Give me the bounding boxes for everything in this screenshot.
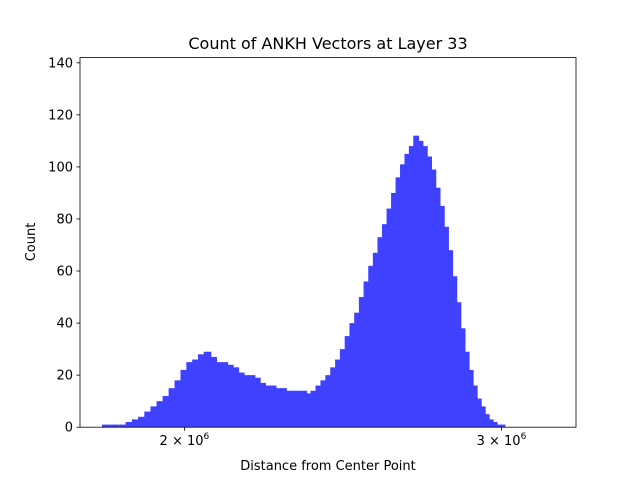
histogram-bar [447, 250, 454, 428]
histogram-bar [455, 302, 462, 428]
histogram-bar [468, 369, 474, 428]
histogram-bar [305, 393, 313, 428]
histogram-bar [400, 164, 406, 428]
histogram-bar [209, 356, 217, 428]
histogram-bar [325, 375, 332, 428]
histogram-bar [417, 140, 424, 428]
histogram-bar [315, 385, 323, 428]
histogram-bar [439, 205, 445, 428]
histogram-bar [162, 395, 171, 428]
histogram-bar [285, 390, 292, 428]
histogram-bar [220, 362, 229, 428]
y-tick-label: 0 [65, 421, 73, 436]
histogram-bar [215, 362, 223, 428]
histogram-bar [430, 169, 437, 428]
histogram-bar [119, 424, 128, 428]
y-tick-label: 120 [48, 108, 73, 123]
histogram-bar [310, 390, 318, 428]
histogram-bar [248, 375, 256, 428]
y-tick-label: 60 [56, 265, 73, 280]
x-axis-ticks: 2 × 106 3 × 106 [160, 427, 527, 449]
histogram-bar [349, 323, 356, 428]
y-axis-ticks: 0 20 40 60 80 100 120 140 [48, 56, 80, 436]
histogram-bar [476, 398, 482, 428]
histogram-bar [258, 382, 267, 428]
y-axis-label: Count [24, 223, 39, 262]
histogram-bar [377, 237, 384, 428]
histogram-bar [404, 153, 411, 428]
histogram-bar [279, 388, 287, 428]
histogram-bar [488, 419, 494, 428]
histogram-bar [434, 187, 441, 428]
histogram-bars [102, 135, 506, 428]
histogram-bar [226, 364, 234, 428]
y-tick-label: 100 [48, 160, 73, 175]
histogram-bar [386, 208, 393, 428]
histogram-bar [330, 367, 337, 428]
histogram-bar [186, 362, 195, 428]
histogram-bar [269, 385, 277, 428]
histogram-bar [335, 359, 342, 428]
histogram-bar [231, 367, 240, 428]
histogram-bar [459, 328, 466, 428]
histogram-bar [358, 297, 366, 428]
histogram-bar [131, 419, 141, 428]
histogram-bar [408, 146, 415, 428]
histogram-bar [290, 390, 298, 428]
histogram-bar [354, 312, 361, 428]
histogram-bar [320, 380, 327, 428]
histogram-bar [464, 351, 470, 428]
histogram-bar [382, 224, 389, 428]
histogram-bar [253, 377, 261, 428]
histogram-bar [138, 416, 147, 428]
y-tick-label: 80 [56, 212, 73, 227]
x-tick-label: 2 × 106 [160, 432, 210, 449]
histogram-bar [197, 354, 206, 428]
histogram-bar [274, 388, 282, 428]
histogram-bar [237, 372, 245, 428]
histogram-bar [472, 385, 478, 428]
histogram-bar [295, 390, 303, 428]
histogram-bar [264, 385, 272, 428]
histogram-bar [496, 424, 502, 428]
histogram-bar [180, 369, 189, 428]
histogram-bar [339, 349, 347, 428]
x-tick-label: 3 × 106 [477, 432, 527, 449]
histogram-bar [451, 276, 458, 428]
y-tick-label: 140 [48, 56, 73, 71]
histogram-bar [300, 390, 308, 428]
histogram-bar [492, 421, 498, 428]
histogram-bar [110, 424, 120, 428]
histogram-bar [192, 359, 200, 428]
histogram-bar [144, 411, 153, 428]
chart-title: Count of ANKH Vectors at Layer 33 [188, 34, 467, 53]
histogram-bar [480, 406, 486, 428]
histogram-bar [421, 146, 428, 428]
histogram-bar [174, 380, 183, 428]
histogram-bar [372, 252, 379, 428]
histogram-bar [363, 281, 370, 428]
histogram-bar [368, 265, 375, 428]
histogram-bar [102, 424, 111, 428]
histogram-bar [156, 401, 165, 428]
y-tick-label: 40 [56, 317, 73, 332]
histogram-bar [500, 424, 506, 428]
histogram-bar [203, 351, 212, 428]
histogram-bar [484, 414, 490, 428]
histogram-bar [242, 375, 250, 428]
histogram-bar [391, 192, 398, 428]
histogram-bar [443, 226, 449, 428]
histogram-bar [150, 406, 159, 428]
histogram-bar [344, 336, 352, 428]
histogram-bar [125, 421, 134, 428]
histogram-bar [395, 177, 402, 428]
plot-frame [79, 57, 577, 428]
histogram-bar [168, 388, 177, 428]
histogram-bar [413, 135, 420, 428]
x-axis-label: Distance from Center Point [240, 459, 416, 474]
y-tick-label: 20 [56, 369, 73, 384]
histogram-bar [426, 156, 433, 428]
